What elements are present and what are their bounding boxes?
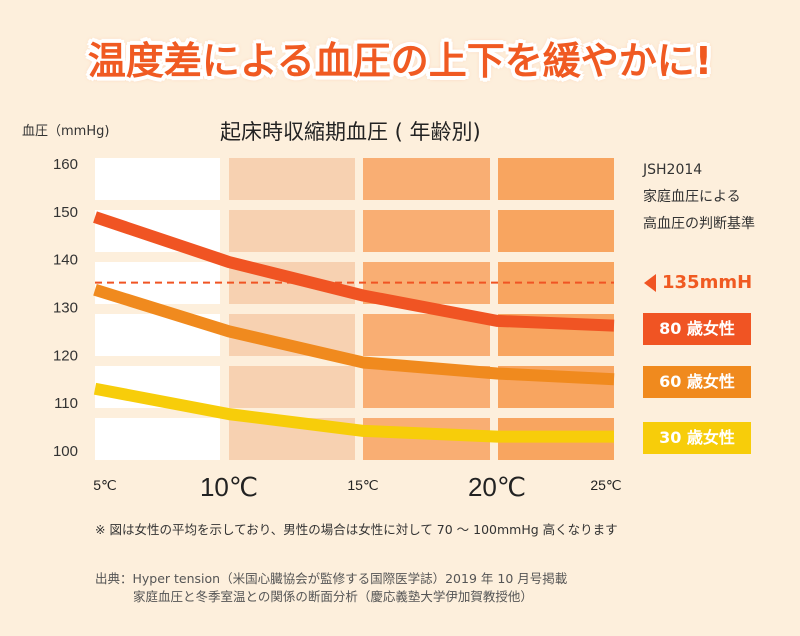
reference-value: 135mmH	[662, 272, 753, 293]
chart-title: 起床時収縮期血圧 ( 年齢別)	[220, 120, 481, 144]
x-tick-label: 5℃	[93, 477, 117, 493]
y-tick-label: 120	[53, 347, 78, 364]
y-axis-label: 血圧（mmHg)	[22, 124, 110, 139]
legend-30: 30 歳女性	[643, 422, 751, 454]
source-line-2: 家庭血圧と冬季室温との関係の断面分析（慶応義塾大学伊加賀教授他）	[133, 589, 533, 604]
background-band	[229, 158, 355, 200]
source-line-1: 出典：Hyper tension（米国心臓協会が監修する国際医学誌）2019 年…	[95, 571, 568, 586]
x-tick-label: 25℃	[590, 477, 621, 493]
legend-80: 80 歳女性	[643, 313, 751, 345]
background-band	[363, 158, 490, 200]
triangle-left-icon	[644, 274, 656, 292]
reference-note: JSH2014 家庭血圧による 高血圧の判断基準	[643, 157, 755, 238]
x-tick-label: 15℃	[347, 477, 378, 493]
headline: 温度差による血圧の上下を緩やかに!	[87, 39, 713, 83]
background-band	[498, 158, 614, 200]
y-tick-label: 140	[53, 252, 78, 269]
background-band	[229, 366, 355, 408]
background-band	[229, 210, 355, 252]
reference-note-line: 高血圧の判断基準	[643, 216, 755, 232]
reference-label: 135mmH	[644, 272, 753, 293]
legend-60: 60 歳女性	[643, 366, 751, 398]
x-tick-label: 10℃	[200, 472, 258, 502]
background-band	[95, 210, 220, 252]
reference-note-line: 家庭血圧による	[643, 189, 741, 205]
background-band	[363, 210, 490, 252]
y-tick-label: 100	[53, 443, 78, 460]
background-band	[95, 418, 220, 460]
y-tick-label: 150	[53, 204, 78, 221]
footnote: ※ 図は女性の平均を示しており、男性の場合は女性に対して 70 ～ 100mmH…	[95, 522, 618, 537]
background-band	[95, 158, 220, 200]
reference-note-line: JSH2014	[643, 162, 703, 178]
background-band	[498, 210, 614, 252]
y-tick-label: 110	[54, 395, 78, 412]
x-tick-label: 20℃	[468, 472, 526, 502]
y-tick-label: 130	[53, 300, 78, 317]
y-tick-label: 160	[53, 156, 78, 173]
